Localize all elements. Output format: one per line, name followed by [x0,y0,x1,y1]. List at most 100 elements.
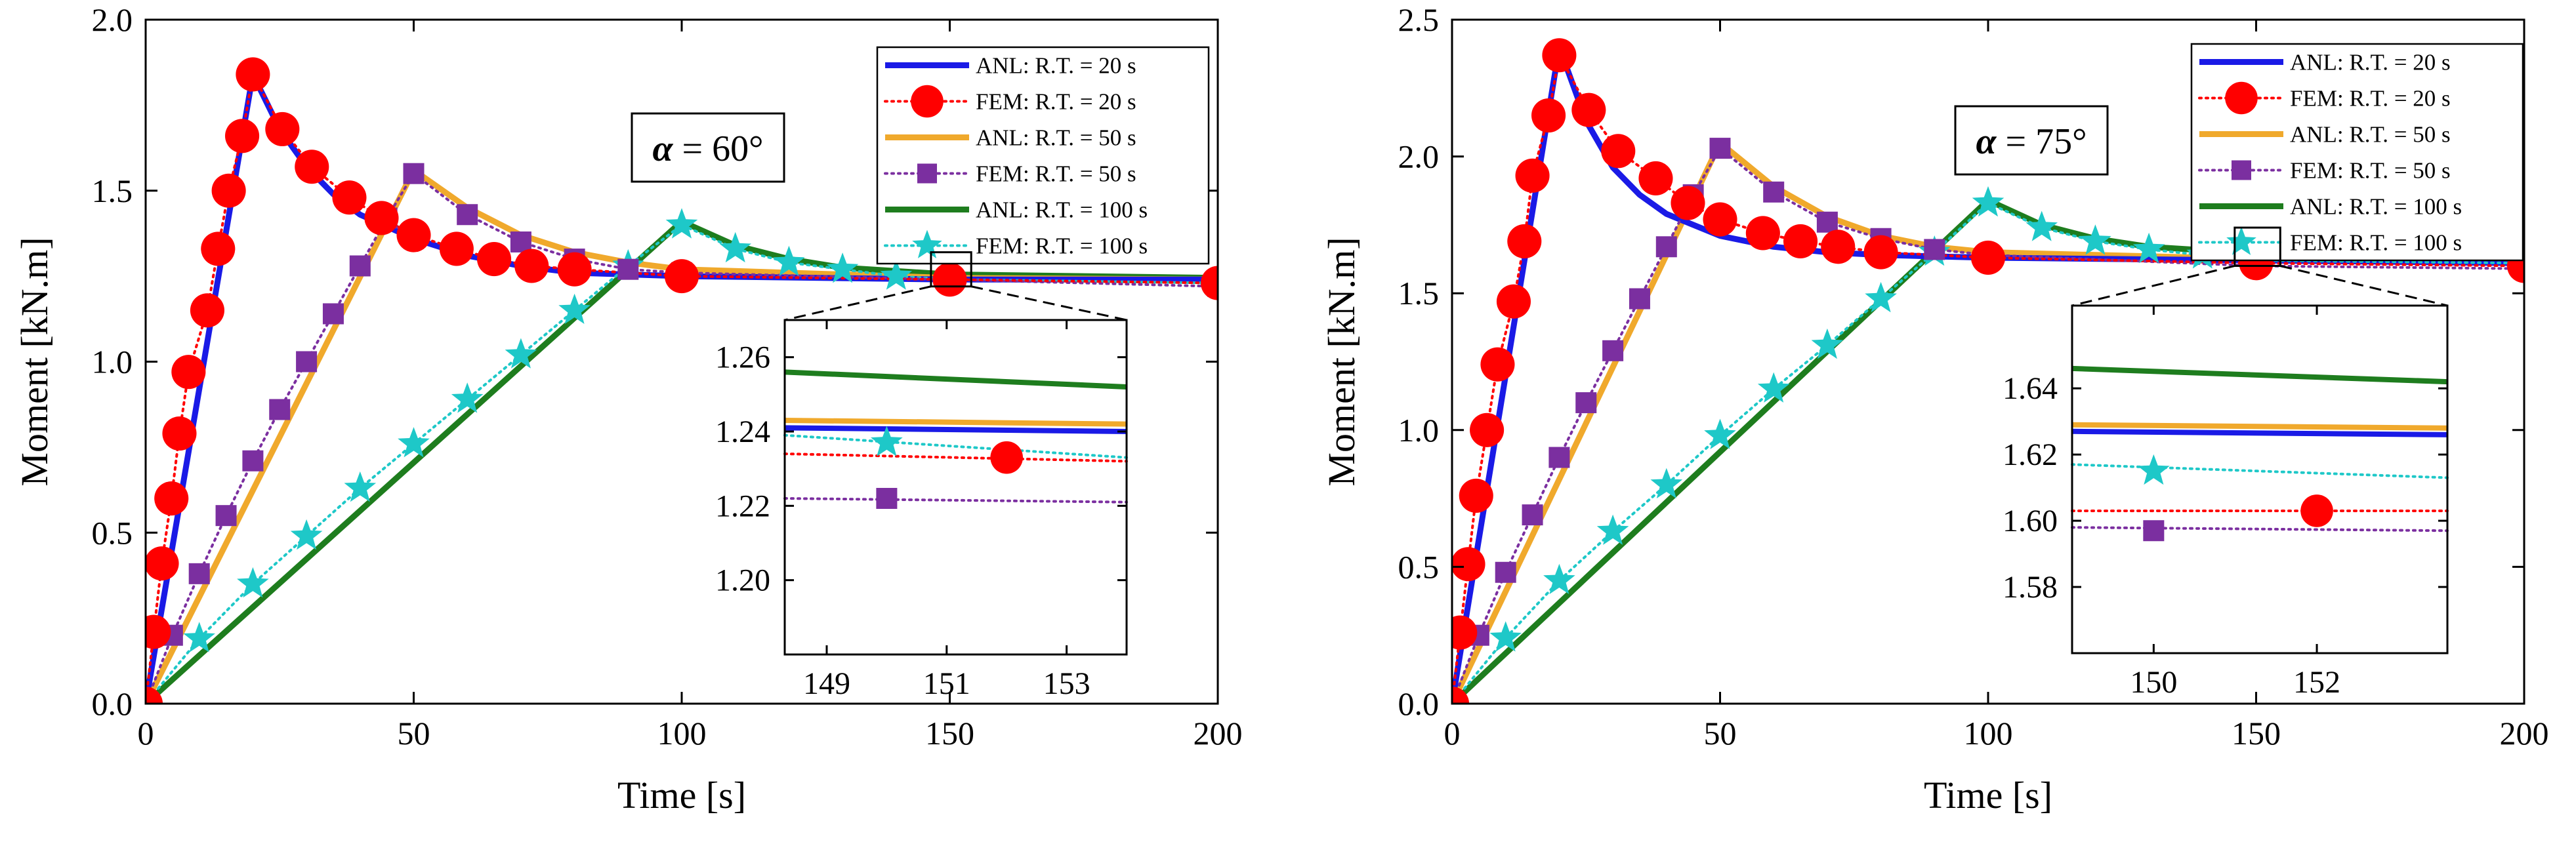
inset-line-100-anl [784,369,1127,390]
data-point [1924,239,1945,260]
legend-label: FEM: R.T. = 100 s [976,233,1148,259]
legend-label: FEM: R.T. = 20 s [976,89,1136,115]
x-axis-label: Time [s] [1924,774,2052,816]
inset-y-tick-label: 1.24 [715,414,770,449]
legend-entry: FEM: R.T. = 50 s [2198,158,2451,184]
x-tick-label: 150 [2232,715,2281,752]
legend-label: ANL: R.T. = 50 s [2290,122,2451,148]
legend-entry: ANL: R.T. = 20 s [2199,50,2451,75]
data-point [171,355,206,390]
angle-annotation-box [1954,105,2109,176]
data-point [1650,468,1683,498]
data-point [403,163,425,184]
data-point [225,119,260,153]
zoom-region-box [2233,226,2281,267]
data-point [1459,478,1493,513]
legend-entry: ANL: R.T. = 50 s [2199,122,2451,148]
data-point [2132,232,2165,264]
data-point [477,242,512,277]
data-point [1601,134,1636,169]
y-tick-label: 2.5 [1398,1,1440,38]
legend-entry: FEM: R.T. = 100 s [884,230,1148,259]
data-point [1972,186,2005,217]
data-point [364,201,399,235]
inset-frame [783,319,1128,656]
inset-line-50-anl [2071,422,2448,431]
legend-label: ANL: R.T. = 20 s [2290,50,2451,75]
legend-label: FEM: R.T. = 50 s [2290,158,2451,184]
data-point [1704,418,1736,449]
data-point [1629,288,1650,310]
data-point [1763,181,1785,203]
angle-annotation-box [631,112,785,183]
y-tick-label: 0.0 [1398,685,1440,722]
data-point [211,173,246,208]
inset-background [2072,306,2447,653]
x-tick-label: 100 [657,715,707,752]
y-tick-label: 2.0 [1398,138,1440,175]
legend-box [876,46,1210,265]
data-point [1507,224,1542,258]
inset-line-100-fem [783,433,1128,459]
y-tick-label: 0.5 [92,514,133,551]
inset-line-50-fem [783,497,1128,504]
data-point [1811,328,1844,359]
inset-background [785,320,1127,654]
data-point [1489,621,1522,652]
y-axis-label: Moment [kN.m] [13,237,56,486]
y-tick-label: 1.0 [1398,412,1440,449]
data-point [1495,561,1516,583]
legend-label: ANL: R.T. = 100 s [976,197,1148,223]
data-point [1816,211,1838,233]
data-point [242,450,264,472]
data-point [773,245,805,276]
data-point [201,231,236,266]
data-point [1548,447,1570,468]
data-point [1757,372,1790,403]
zoom-region-box [930,251,972,288]
data-point [1709,138,1731,159]
data-point [1542,38,1577,73]
data-point [505,338,537,369]
inset-marker [2300,494,2333,527]
data-point [398,427,430,458]
data-point [290,519,323,550]
data-point [1515,158,1550,193]
data-point [162,416,197,451]
legend-label: FEM: R.T. = 100 s [2290,230,2462,256]
legend-marker [2225,81,2258,115]
legend-label: FEM: R.T. = 50 s [976,161,1136,187]
data-point [344,471,377,502]
data-point [154,481,189,516]
y-axis-label: Moment [kN.m] [1320,237,1363,486]
x-tick-label: 150 [925,715,974,752]
x-tick-label: 200 [2500,715,2549,752]
y-tick-label: 0.0 [92,685,133,722]
legend-marker [2232,160,2251,180]
data-point [265,111,300,146]
data-point [1602,340,1624,361]
inset-y-tick-label: 1.26 [715,340,770,375]
y-tick-label: 1.5 [92,172,133,209]
data-point [451,382,484,413]
data-point [1452,686,1470,704]
legend-entry: FEM: R.T. = 20 s [884,85,1136,118]
plot-area-right [1452,38,2524,704]
data-point [2025,211,2058,241]
inset-y-tick-label: 1.20 [715,563,770,598]
legend-label: ANL: R.T. = 20 s [976,53,1136,79]
legend-marker [912,230,942,258]
data-point [617,258,639,280]
alpha-symbol: α [1976,121,1997,162]
data-point [236,57,270,92]
inset-marker [2138,454,2170,485]
data-point [439,231,474,266]
plot-area-left [146,57,1218,704]
data-point [1671,186,1705,220]
inset-y-tick-label: 1.60 [2003,504,2058,538]
legend-marker [2226,226,2256,255]
x-tick-label: 100 [1964,715,2013,752]
angle-value: = 75° [1997,121,2087,162]
data-point [2079,224,2111,255]
data-point [1638,161,1673,196]
